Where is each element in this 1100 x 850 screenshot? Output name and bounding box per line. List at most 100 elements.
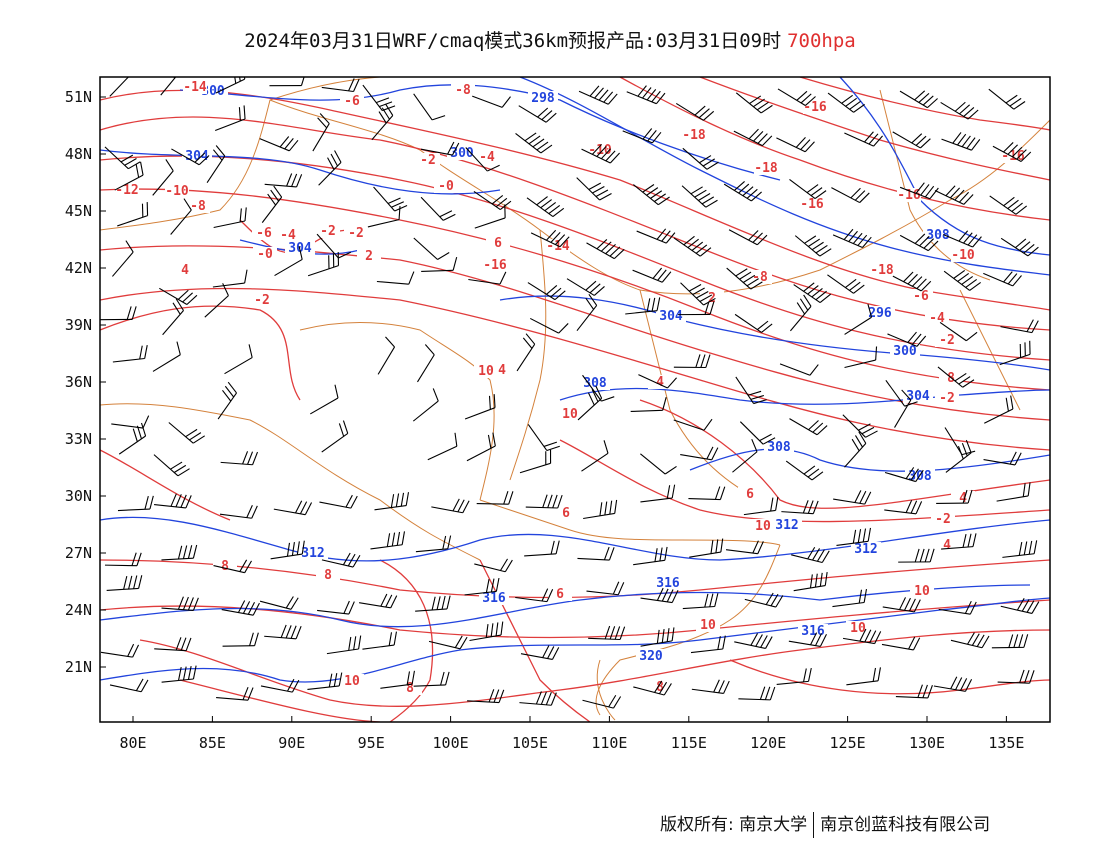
wind-barb-feather <box>824 571 828 586</box>
wind-barb-feather <box>348 636 352 651</box>
border-line-9 <box>879 89 991 281</box>
wind-barb-feather <box>967 489 973 504</box>
wind-barb-feather <box>168 63 181 74</box>
wind-barb-feather <box>869 630 877 644</box>
wind-barb-feather <box>807 500 814 514</box>
wind-barb <box>526 196 565 217</box>
wind-barb <box>640 453 677 475</box>
wind-barb <box>785 460 824 481</box>
wind-barb-feather <box>239 208 242 223</box>
border-line-6 <box>509 229 547 481</box>
wind-barb-shaft <box>259 600 292 610</box>
wind-barb <box>519 691 557 706</box>
wind-barb-shaft <box>892 275 922 292</box>
wind-barb <box>1000 598 1040 614</box>
wind-barb-feather <box>764 686 771 700</box>
wind-barb-shaft <box>735 376 755 404</box>
wind-barb-feather <box>922 684 928 698</box>
wind-barb <box>515 132 553 154</box>
wind-barb-feather <box>646 89 657 101</box>
wind-barb-feather <box>705 199 718 208</box>
wind-barb-feather <box>605 243 616 255</box>
wind-barb-shaft <box>640 640 673 647</box>
wind-barb-feather <box>284 138 294 150</box>
wind-barb-feather <box>759 433 772 442</box>
wind-barb <box>415 595 451 612</box>
wind-barb-feather <box>495 622 499 636</box>
height-contour-6 <box>100 516 1050 562</box>
wind-barb <box>633 184 670 206</box>
wind-barb-shaft <box>788 640 821 647</box>
wind-barb-shaft <box>846 680 879 686</box>
wind-barb-shaft <box>779 363 811 376</box>
wind-barb-feather <box>1005 397 1009 412</box>
wind-barb-feather <box>546 229 557 241</box>
wind-barb-feather <box>180 637 187 651</box>
wind-barb-shaft <box>152 170 174 196</box>
wind-barb-feather <box>135 163 140 178</box>
wind-barb-shaft <box>739 421 764 445</box>
wind-barb <box>983 271 1022 287</box>
wind-barb <box>321 420 349 453</box>
footer-divider <box>813 812 815 838</box>
wind-barb-feather <box>713 679 720 693</box>
wind-barb-shaft <box>577 397 603 421</box>
height-label: 308 <box>926 228 950 243</box>
wind-barb-feather <box>954 372 967 382</box>
wind-barb-feather <box>945 185 956 197</box>
wind-barb <box>899 90 938 109</box>
wind-barb <box>417 344 435 383</box>
wind-barb <box>270 540 305 560</box>
wind-barb-shaft <box>728 229 758 246</box>
wind-barb-shaft <box>317 609 349 615</box>
wind-barb-feather <box>395 493 400 508</box>
wind-barb <box>881 636 921 651</box>
wind-barb-feather <box>742 274 756 283</box>
wind-barb-feather <box>1005 94 1018 104</box>
wind-barb-shaft <box>326 648 359 655</box>
wind-barb-feather <box>173 464 187 473</box>
wind-barb-feather <box>807 285 819 295</box>
wind-barb-shaft <box>217 392 237 420</box>
wind-barb-feather <box>165 159 174 172</box>
wind-barb-feather <box>182 596 189 610</box>
wind-barb <box>104 552 142 567</box>
wind-barb-shaft <box>881 643 914 651</box>
wind-barb-feather <box>971 139 981 151</box>
wind-barb-feather <box>192 435 205 444</box>
wind-barb <box>269 77 306 87</box>
wind-barb-shaft <box>682 605 715 610</box>
wind-barb <box>999 340 1031 366</box>
wind-barb-shaft <box>582 374 602 402</box>
wind-barb-shaft <box>473 191 501 211</box>
wind-barb-feather <box>525 333 536 345</box>
wind-barb-feather <box>138 575 143 589</box>
wind-barb-feather <box>859 192 870 203</box>
wind-barb <box>464 577 500 596</box>
wind-barb-feather <box>139 161 144 176</box>
wind-barb-feather <box>249 632 254 646</box>
wind-barb-feather <box>659 547 663 562</box>
wind-barb-shaft <box>582 699 614 709</box>
x-tick-label: 115E <box>671 734 707 752</box>
wind-barb-feather <box>804 141 815 153</box>
height-label-bg <box>764 440 794 454</box>
wind-barb-shaft <box>899 186 931 200</box>
wind-barb <box>678 301 715 316</box>
wind-barb-feather <box>445 671 450 686</box>
wind-barb <box>162 298 184 336</box>
wind-barb-feather <box>873 135 883 147</box>
wind-barb-shaft <box>682 147 708 170</box>
wind-barb-feather <box>288 139 299 152</box>
wind-barb-shaft <box>520 653 553 660</box>
wind-barb-feather <box>338 423 345 437</box>
wind-barb-shaft <box>992 145 1022 162</box>
wind-barb <box>373 186 408 212</box>
temp-label-bg <box>340 94 364 108</box>
wind-barb-feather <box>212 149 223 161</box>
wind-barb <box>941 132 981 151</box>
wind-barb-shaft <box>636 230 667 244</box>
wind-barb <box>168 422 205 444</box>
wind-barb-shaft <box>464 590 497 596</box>
wind-barb-feather <box>353 636 357 650</box>
